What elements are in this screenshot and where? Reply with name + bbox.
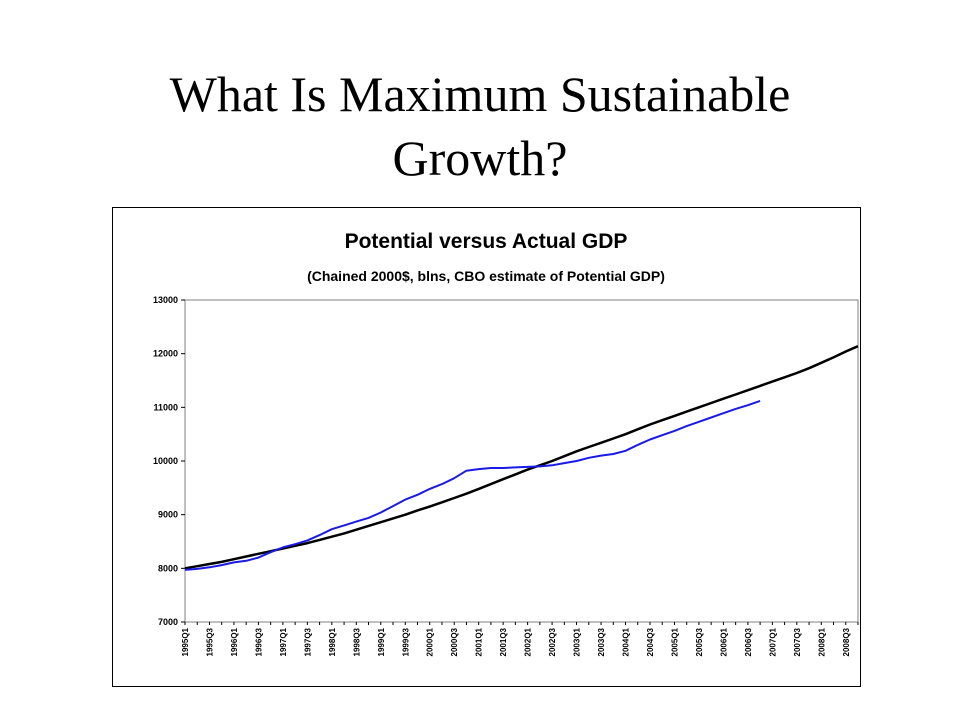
- x-tick-label: 1999Q1: [377, 627, 386, 656]
- x-tick-label: 1995Q1: [181, 627, 190, 656]
- x-tick-label: 1997Q1: [279, 627, 288, 656]
- x-tick-label: 1998Q3: [352, 627, 361, 656]
- x-tick-label: 2004Q3: [646, 627, 655, 656]
- y-tick-label: 13000: [153, 295, 178, 305]
- x-tick-label: 1997Q3: [303, 627, 312, 656]
- y-tick-label: 11000: [153, 402, 178, 412]
- y-tick-label: 12000: [153, 349, 178, 359]
- chart-title: Potential versus Actual GDP: [345, 230, 628, 253]
- y-tick-label: 9000: [158, 510, 178, 520]
- x-tick-label: 2007Q3: [793, 627, 802, 656]
- series-layer: [184, 345, 859, 571]
- x-tick-label: 2006Q1: [719, 627, 728, 656]
- x-tick-label: 2008Q1: [817, 627, 826, 656]
- x-tick-label: 2000Q1: [426, 627, 435, 656]
- y-tick-label: 7000: [158, 617, 178, 627]
- plot-area: [184, 299, 859, 623]
- y-axis: 7000 8000 9000 10000 11000 12000 13000: [153, 295, 185, 627]
- x-tick-label: 2001Q1: [475, 627, 484, 656]
- x-tick-label: 2008Q3: [842, 627, 851, 656]
- slide-title-line-1: What Is Maximum Sustainable: [169, 66, 791, 122]
- x-tick-label: 1996Q3: [254, 627, 263, 656]
- x-tick-label: 2001Q3: [499, 627, 508, 656]
- x-tick-label: 2002Q3: [548, 627, 557, 656]
- slide-title-line-2: Growth?: [392, 130, 568, 186]
- x-tick-label: 2003Q1: [573, 627, 582, 656]
- x-tick-label: 2002Q1: [524, 627, 533, 656]
- y-tick-label: 10000: [153, 456, 178, 466]
- x-tick-label: 2000Q3: [450, 627, 459, 656]
- x-tick-label: 2003Q3: [597, 627, 606, 656]
- gdp-line-chart: Potential versus Actual GDP (Chained 200…: [153, 230, 859, 656]
- x-tick-label: 1998Q1: [328, 627, 337, 656]
- x-tick-label: 2006Q3: [744, 627, 753, 656]
- x-axis: 1995Q1 1995Q3 1996Q1 1996Q3 1997Q1 1997Q3 1998…: [181, 622, 859, 656]
- x-tick-label: 2007Q1: [768, 627, 777, 656]
- x-tick-label: 1995Q3: [205, 627, 214, 656]
- slide-title: What Is Maximum Sustainable Growth?: [0, 62, 960, 190]
- x-tick-label: 2004Q1: [622, 627, 631, 656]
- chart-subtitle: (Chained 2000$, blns, CBO estimate of Po…: [307, 268, 665, 284]
- potential-gdp-line: [184, 345, 859, 570]
- y-tick-label: 8000: [158, 563, 178, 573]
- x-tick-label: 1996Q1: [230, 627, 239, 656]
- chart-frame: Potential versus Actual GDP (Chained 200…: [112, 207, 861, 687]
- x-tick-label: 2005Q3: [695, 627, 704, 656]
- x-tick-label: 2005Q1: [670, 627, 679, 656]
- x-tick-label: 1999Q3: [401, 627, 410, 656]
- actual-gdp-line: [184, 399, 761, 571]
